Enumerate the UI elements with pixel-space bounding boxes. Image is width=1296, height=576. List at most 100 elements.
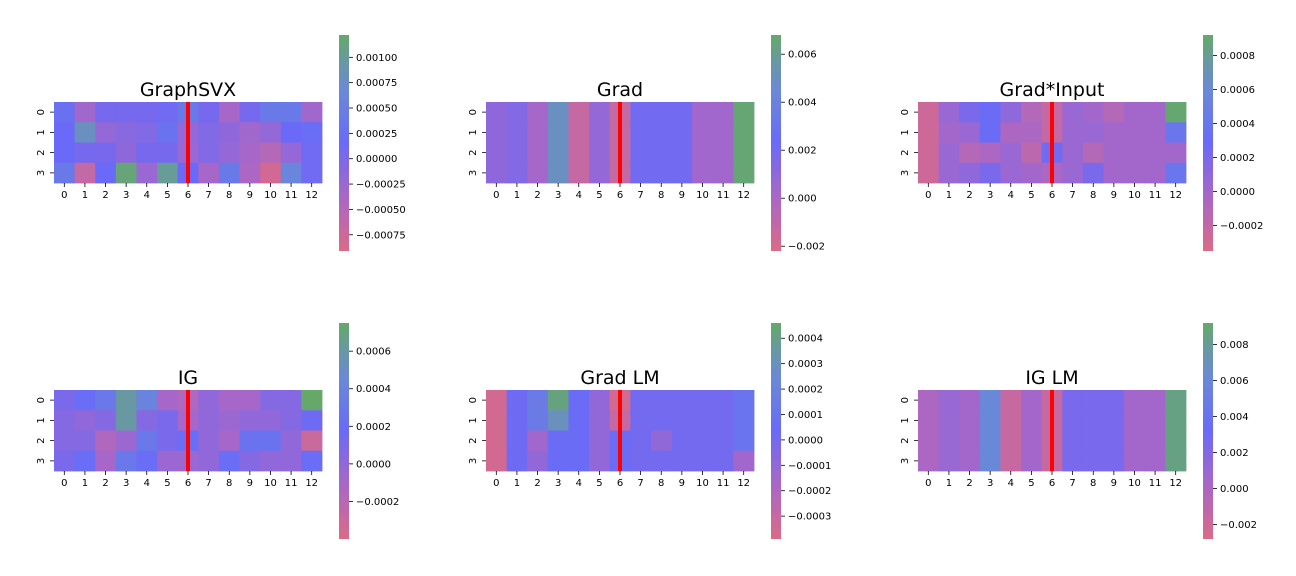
- colorbar-tick-label: 0.002: [788, 146, 817, 157]
- heatmap-cell: [692, 390, 714, 411]
- heatmap-cell: [979, 122, 1001, 143]
- heatmap-cell: [671, 122, 693, 143]
- x-tick-label: 3: [123, 478, 129, 489]
- heatmap-cell: [527, 102, 549, 123]
- heatmap-cell: [95, 102, 117, 123]
- heatmap-cell: [1165, 122, 1187, 143]
- x-tick-label: 12: [305, 478, 318, 489]
- heatmap-cell: [938, 102, 960, 123]
- heatmap-cell: [671, 450, 693, 472]
- y-tick-label: 1: [36, 417, 47, 423]
- x-tick-label: 6: [617, 478, 623, 489]
- x-tick-label: 8: [226, 478, 232, 489]
- heatmap-cell: [136, 122, 158, 143]
- heatmap-cell: [1103, 142, 1125, 164]
- heatmap-cell: [1124, 142, 1146, 164]
- heatmap-cell: [95, 450, 117, 472]
- heatmap-cell: [115, 142, 137, 164]
- heatmap-cell: [979, 410, 1001, 431]
- heatmap-cell: [1082, 410, 1104, 431]
- heatmap-cell: [589, 162, 611, 184]
- colorbar-tick-label: 0.0006: [1220, 85, 1255, 96]
- colorbar: [1203, 35, 1213, 251]
- heatmap-cell: [1021, 410, 1043, 431]
- heatmap-cell: [239, 390, 261, 411]
- heatmap-cell: [260, 410, 282, 431]
- heatmap-cell: [74, 102, 96, 123]
- y-tick-label: 0: [468, 109, 479, 115]
- heatmap-cell: [506, 102, 528, 123]
- colorbar-tick-label: 0.004: [1220, 412, 1249, 423]
- heatmap-cell: [1165, 142, 1187, 164]
- heatmap-cell: [239, 142, 261, 164]
- heatmap-cell: [280, 162, 302, 184]
- colorbar-tick-label: −0.00050: [356, 205, 406, 216]
- heatmap-cell: [157, 430, 179, 452]
- x-tick-label: 4: [1008, 190, 1014, 201]
- heatmap-cell: [157, 102, 179, 123]
- heatmap-cell: [1021, 122, 1043, 143]
- heatmap-cell: [301, 162, 323, 184]
- heatmap-cell: [1062, 430, 1084, 452]
- heatmap-cell: [1165, 430, 1187, 452]
- x-tick-label: 8: [1090, 190, 1096, 201]
- heatmap-cell: [938, 450, 960, 472]
- x-tick-label: 7: [205, 190, 211, 201]
- heatmap-cell: [157, 450, 179, 472]
- x-tick-label: 8: [1090, 478, 1096, 489]
- heatmap-cell: [1000, 410, 1022, 431]
- heatmap-cell: [671, 102, 693, 123]
- heatmap-cell: [1103, 390, 1125, 411]
- x-tick-label: 0: [493, 190, 499, 201]
- heatmap-cell: [218, 142, 240, 164]
- heatmap-cell: [733, 142, 755, 164]
- colorbar-tick-label: 0.00025: [356, 129, 397, 140]
- x-tick-label: 6: [185, 478, 191, 489]
- heatmap-cell: [280, 410, 302, 431]
- heatmap-cell: [1021, 142, 1043, 164]
- heatmap-cell: [1082, 122, 1104, 143]
- colorbar-tick-label: 0.0004: [788, 334, 823, 345]
- x-tick-label: 11: [1149, 190, 1162, 201]
- heatmap-cell: [239, 410, 261, 431]
- heatmap-cell: [589, 430, 611, 452]
- x-tick-label: 7: [1069, 190, 1075, 201]
- heatmap-cell: [527, 122, 549, 143]
- heatmap-cell: [1103, 162, 1125, 184]
- heatmap-cell: [979, 142, 1001, 164]
- x-tick-label: 1: [514, 478, 520, 489]
- colorbar-tick-label: 0.0002: [356, 422, 391, 433]
- heatmap-cell: [1124, 430, 1146, 452]
- heatmap-cell: [1124, 390, 1146, 411]
- x-tick-label: 5: [596, 190, 602, 201]
- heatmap-cell: [506, 390, 528, 411]
- panel-title: IG: [178, 367, 198, 389]
- colorbar-tick-label: 0.0000: [356, 459, 391, 470]
- heatmap-cell: [1021, 390, 1043, 411]
- heatmap-cell: [589, 450, 611, 472]
- x-tick-label: 6: [617, 190, 623, 201]
- x-tick-label: 8: [226, 190, 232, 201]
- heatmap-cell: [527, 162, 549, 184]
- x-tick-label: 0: [925, 478, 931, 489]
- heatmap-cell: [301, 410, 323, 431]
- x-tick-label: 7: [205, 478, 211, 489]
- heatmap-cell: [568, 162, 590, 184]
- heatmap-cell: [157, 410, 179, 431]
- heatmap-cell: [198, 162, 220, 184]
- heatmap-cell: [136, 162, 158, 184]
- heatmap-cell: [1000, 162, 1022, 184]
- y-tick-label: 1: [36, 129, 47, 135]
- heatmap-cell: [733, 162, 755, 184]
- heatmap-cell: [938, 142, 960, 164]
- heatmap-cell: [280, 430, 302, 452]
- heatmap-cell: [1062, 122, 1084, 143]
- heatmap-cell: [1103, 430, 1125, 452]
- heatmap-cell: [671, 430, 693, 452]
- heatmap-cell: [260, 102, 282, 123]
- heatmap-cell: [260, 450, 282, 472]
- colorbar-tick-label: −0.0002: [356, 497, 399, 508]
- x-tick-label: 0: [493, 478, 499, 489]
